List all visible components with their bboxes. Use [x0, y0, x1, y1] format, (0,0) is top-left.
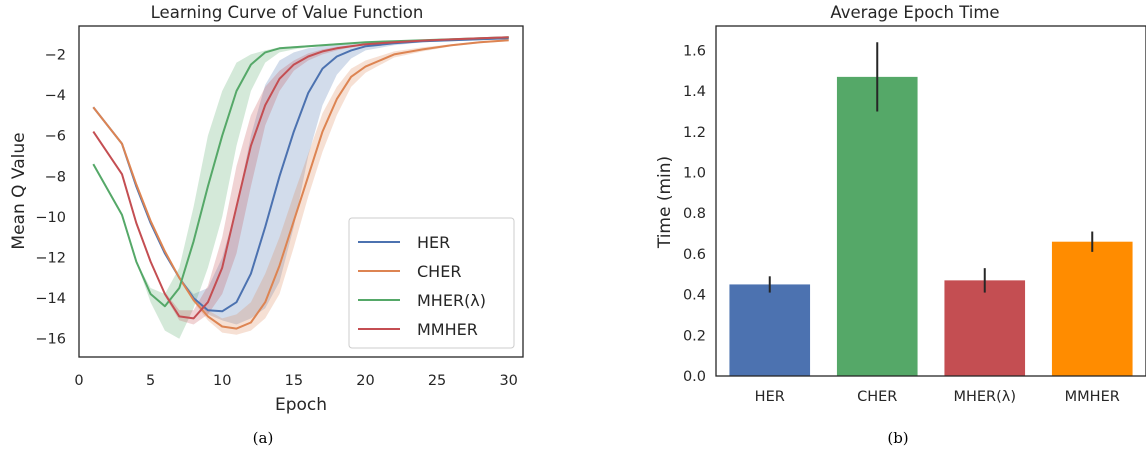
category-label: MMHER: [1065, 389, 1120, 405]
y-tick-label: 1.4: [683, 84, 706, 100]
legend: HER CHER MHER(λ) MMHER: [348, 217, 515, 349]
y-axis-label: Mean Q Value: [9, 132, 29, 249]
caption-a: (a): [253, 429, 274, 447]
x-axis-label: Epoch: [275, 395, 327, 415]
y-tick-label: −6: [45, 129, 66, 145]
x-tick-label: 10: [213, 373, 231, 389]
y-tick-label: −10: [35, 210, 66, 226]
series-line-1: [92, 39, 509, 330]
legend-label-2: MHER(λ): [417, 291, 486, 310]
y-tick-label: −8: [45, 169, 66, 185]
category-labels: HER CHER MHER(λ) MMHER: [755, 389, 1120, 405]
caption-b: (b): [887, 429, 908, 447]
y-tick-label: −16: [35, 332, 66, 348]
legend-box: [348, 217, 515, 349]
band-0: [93, 37, 509, 325]
x-tick-label: 30: [499, 373, 517, 389]
y-tick-label: −14: [35, 291, 66, 307]
epoch-time-title: Average Epoch Time: [830, 3, 999, 22]
band-2: [93, 36, 509, 339]
legend-label-1: CHER: [417, 262, 461, 281]
x-tick-label: 5: [146, 373, 155, 389]
bar-plot-frame: [715, 25, 1146, 377]
y-tick-label: 1.6: [683, 43, 706, 59]
x-tick-labels: 0 5 10 15 20 25 30: [74, 373, 518, 389]
y-tick-label: 0.4: [683, 288, 706, 304]
confidence-bands: [93, 36, 509, 339]
epoch-time-panel: Average Epoch Time 0.0 0.2 0.4 0.6 0.8 1.0 1.2…: [655, 3, 1146, 447]
y-tick-label: 1.0: [683, 166, 706, 182]
y-tick-label: 1.2: [683, 125, 706, 141]
series-lines: [92, 36, 509, 330]
bar-3: [1051, 241, 1133, 376]
y-tick-label: 0.2: [683, 328, 706, 344]
y-tick-labels: −16 −14 −12 −10 −8 −6 −4 −2: [35, 47, 66, 347]
series-line-3: [92, 36, 509, 320]
x-tick-label: 20: [356, 373, 374, 389]
y-tick-labels: 0.0 0.2 0.4 0.6 0.8 1.0 1.2 1.4 1.6: [683, 43, 706, 385]
x-tick-label: 25: [428, 373, 446, 389]
y-axis-label: Time (min): [655, 156, 675, 249]
y-tick-label: −12: [35, 250, 66, 266]
x-tick-label: 0: [74, 373, 83, 389]
bar-0: [729, 284, 811, 376]
legend-label-0: HER: [417, 233, 450, 252]
category-label: CHER: [857, 389, 897, 405]
category-label: MHER(λ): [953, 389, 1016, 405]
plot-frame: [78, 25, 524, 358]
y-tick-label: 0.0: [683, 369, 706, 385]
learning-curve-title: Learning Curve of Value Function: [151, 3, 424, 22]
y-tick-label: −2: [45, 47, 66, 63]
x-tick-label: 15: [285, 373, 303, 389]
y-tick-label: 0.8: [683, 206, 706, 222]
error-bars: [768, 42, 1094, 293]
legend-label-3: MMHER: [417, 320, 478, 339]
y-tick-label: 0.6: [683, 247, 706, 263]
band-1: [93, 39, 509, 335]
bar-1: [836, 76, 918, 376]
learning-curve-panel: Learning Curve of Value Function 0 5 10 15 2…: [9, 3, 524, 447]
y-tick-label: −4: [45, 88, 66, 104]
category-label: HER: [755, 389, 785, 405]
bar-2: [944, 280, 1026, 376]
bars: [729, 76, 1133, 376]
